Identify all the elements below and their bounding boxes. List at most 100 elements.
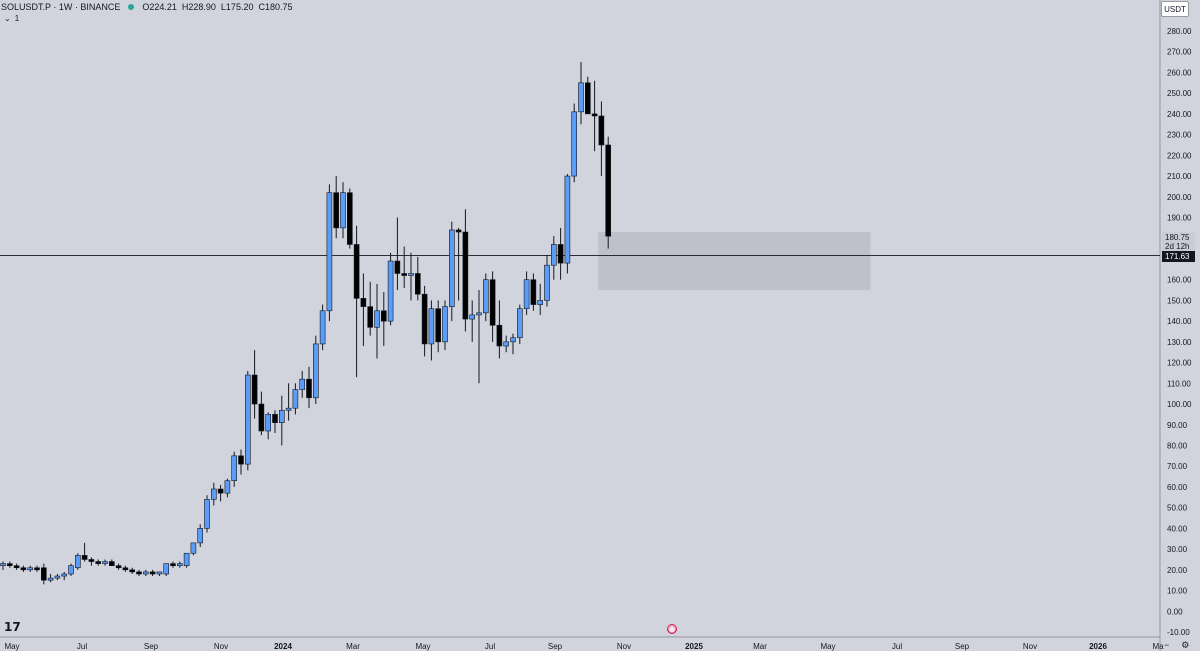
bullish-candle bbox=[482, 279, 489, 314]
bullish-candle bbox=[448, 229, 455, 307]
bearish-candle bbox=[95, 561, 101, 564]
bearish-candle bbox=[217, 488, 224, 494]
bearish-candle bbox=[557, 244, 564, 264]
price-tick-label: 90.00 bbox=[1167, 421, 1188, 430]
bullish-candle bbox=[61, 573, 68, 577]
bullish-candle bbox=[68, 565, 74, 575]
price-tick-label: 100.00 bbox=[1167, 400, 1192, 409]
bearish-candle bbox=[455, 229, 462, 233]
bullish-candle bbox=[245, 374, 251, 465]
price-tick-label: 70.00 bbox=[1167, 462, 1188, 471]
bullish-candle bbox=[265, 414, 272, 432]
price-tick-label: 280.00 bbox=[1167, 27, 1192, 36]
price-tick-label: 240.00 bbox=[1167, 110, 1192, 119]
chevron-down-icon[interactable]: ⌄ bbox=[4, 14, 11, 23]
symbol-title[interactable]: SOLUSDT.P · 1W · BINANCE bbox=[1, 2, 121, 12]
bearish-candle bbox=[13, 565, 20, 569]
ohlc-values: O224.21 H228.90 L175.20 C180.75 bbox=[142, 2, 292, 12]
time-tick-label: Jul bbox=[892, 642, 902, 651]
time-tick-label: May bbox=[415, 642, 430, 651]
bearish-candle bbox=[353, 244, 360, 299]
price-tick-label: 210.00 bbox=[1167, 172, 1192, 181]
time-tick-label: Sep bbox=[955, 642, 970, 651]
high-value: H228.90 bbox=[181, 2, 216, 12]
bullish-candle bbox=[578, 82, 584, 113]
bullish-candle bbox=[47, 577, 54, 581]
bearish-candle bbox=[272, 414, 278, 423]
bearish-candle bbox=[20, 567, 27, 571]
bullish-candle bbox=[510, 337, 516, 343]
bullish-candle bbox=[523, 279, 530, 310]
bullish-candle bbox=[469, 314, 476, 320]
bearish-candle bbox=[380, 310, 387, 322]
bearish-candle bbox=[88, 559, 95, 562]
market-open-status-icon bbox=[128, 4, 135, 10]
price-tick-label: 0.00 bbox=[1167, 607, 1183, 616]
price-tick-label: 30.00 bbox=[1167, 545, 1188, 554]
bullish-candle bbox=[340, 192, 346, 229]
price-tick-label: 260.00 bbox=[1167, 68, 1192, 77]
bullish-candle bbox=[326, 192, 333, 312]
minus-icon[interactable]: − bbox=[1164, 640, 1170, 650]
time-tick-label: Jul bbox=[485, 642, 495, 651]
time-tick-label: May bbox=[820, 642, 835, 651]
bullish-candle bbox=[204, 499, 210, 529]
bullish-candle bbox=[408, 273, 414, 276]
time-tick-label: Sep bbox=[144, 642, 159, 651]
bearish-candle bbox=[333, 192, 340, 229]
bullish-candle bbox=[503, 341, 510, 347]
close-price-label: 180.75 bbox=[1165, 232, 1190, 242]
bullish-candle bbox=[224, 480, 231, 494]
bearish-candle bbox=[122, 567, 129, 571]
price-tick-label: 230.00 bbox=[1167, 131, 1192, 140]
price-tick-label: 120.00 bbox=[1167, 359, 1192, 368]
bullish-candle bbox=[102, 561, 108, 564]
price-tick-label: 10.00 bbox=[1167, 587, 1188, 596]
low-value: L175.20 bbox=[220, 2, 254, 12]
time-tick-label: May bbox=[4, 642, 19, 651]
bearish-candle bbox=[414, 273, 421, 295]
price-tick-label: 270.00 bbox=[1167, 48, 1192, 57]
bullish-candle bbox=[516, 308, 523, 339]
bearish-candle bbox=[462, 231, 469, 320]
currency-selector[interactable]: USDT bbox=[1161, 1, 1189, 17]
price-tick-label: 190.00 bbox=[1167, 214, 1192, 223]
price-tick-label: 50.00 bbox=[1167, 504, 1188, 513]
bearish-candle bbox=[489, 279, 496, 326]
bullish-candle bbox=[75, 555, 81, 569]
price-tick-label: 140.00 bbox=[1167, 317, 1192, 326]
event-icon[interactable]: ◯ bbox=[667, 624, 677, 634]
close-price-badge: 180.75 2d 12h bbox=[1162, 232, 1195, 251]
crosshair-price-badge: 171.63 bbox=[1162, 251, 1195, 262]
time-tick-label: Nov bbox=[1023, 642, 1037, 651]
time-tick-label: Sep bbox=[548, 642, 563, 651]
bar-countdown: 2d 12h bbox=[1165, 241, 1190, 251]
close-value: C180.75 bbox=[258, 2, 293, 12]
time-tick-label: Ma bbox=[1152, 642, 1164, 651]
bullish-candle bbox=[285, 407, 292, 411]
bullish-candle bbox=[54, 575, 61, 579]
bullish-candle bbox=[231, 455, 237, 482]
time-tick-label: 2026 bbox=[1089, 642, 1107, 651]
price-tick-label: 220.00 bbox=[1167, 151, 1192, 160]
indicator-toggle[interactable]: ⌄ 1 bbox=[4, 14, 19, 23]
time-tick-label: Mar bbox=[346, 642, 360, 651]
bullish-candle bbox=[428, 308, 435, 345]
bullish-candle bbox=[183, 552, 190, 566]
bearish-candle bbox=[258, 403, 265, 432]
price-tick-label: 20.00 bbox=[1167, 566, 1188, 575]
bearish-candle bbox=[435, 308, 442, 343]
bullish-candle bbox=[374, 310, 380, 328]
indicator-count: 1 bbox=[14, 14, 20, 23]
bullish-candle bbox=[163, 563, 169, 575]
bullish-candle bbox=[312, 343, 319, 399]
bullish-candle bbox=[177, 563, 183, 566]
gear-icon[interactable]: ⚙ bbox=[1181, 640, 1190, 650]
bearish-candle bbox=[394, 260, 401, 274]
bullish-candle bbox=[319, 310, 326, 345]
tradingview-logo-icon[interactable]: 17 bbox=[4, 620, 21, 634]
open-value: O224.21 bbox=[142, 2, 177, 12]
bearish-candle bbox=[170, 563, 176, 566]
